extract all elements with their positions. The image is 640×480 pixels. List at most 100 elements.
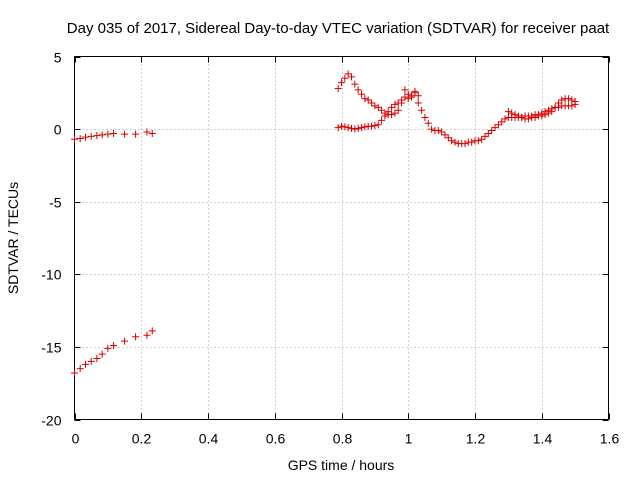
data-point (378, 106, 386, 114)
data-point (110, 341, 118, 349)
series-satellite-d (334, 87, 579, 133)
data-point (414, 99, 422, 107)
data-point (398, 96, 406, 104)
data-point (121, 337, 129, 345)
x-tick-label: 1.2 (466, 431, 486, 447)
data-point (498, 118, 506, 126)
data-point (71, 135, 78, 143)
y-tick-label: -20 (41, 413, 61, 429)
data-point (104, 344, 112, 352)
x-axis-label: GPS time / hours (288, 457, 395, 473)
data-point (93, 355, 101, 363)
chart-title: Day 035 of 2017, Sidereal Day-to-day VTE… (67, 20, 610, 37)
x-tick-label: 0.2 (132, 431, 152, 447)
data-point (368, 122, 376, 130)
data-point (401, 93, 409, 101)
data-points (71, 70, 579, 377)
data-point (110, 129, 118, 137)
data-point (351, 80, 359, 88)
data-point (334, 124, 342, 132)
data-point (388, 103, 396, 111)
data-point (558, 96, 566, 104)
data-point (568, 96, 576, 104)
x-tick-label: 1.6 (600, 431, 620, 447)
x-tick-label: 1.4 (533, 431, 553, 447)
axis-ticks (74, 56, 610, 421)
data-point (448, 137, 456, 145)
data-point (514, 112, 522, 120)
data-point (358, 90, 366, 98)
grid (74, 56, 609, 420)
data-point (148, 129, 156, 137)
data-point (71, 369, 78, 377)
data-point (438, 128, 446, 136)
data-point (334, 84, 342, 92)
data-point (441, 131, 449, 139)
data-point (508, 109, 516, 117)
x-tick-label: 0 (72, 431, 80, 447)
data-point (76, 135, 84, 143)
data-point (394, 106, 402, 114)
data-point (148, 327, 156, 335)
data-point (82, 360, 90, 368)
data-point (524, 115, 532, 123)
data-point (401, 86, 409, 94)
data-point (143, 331, 151, 339)
data-point (87, 132, 95, 140)
data-point (132, 333, 140, 341)
x-tick-label: 0.4 (199, 431, 219, 447)
data-point (394, 99, 402, 107)
data-point (388, 111, 396, 119)
data-point (338, 122, 345, 130)
data-point (354, 86, 362, 94)
data-point (518, 113, 526, 121)
data-point (571, 98, 579, 106)
data-point (358, 124, 366, 132)
data-point (428, 125, 436, 133)
data-point (344, 124, 352, 132)
y-tick-label: -10 (41, 267, 61, 283)
data-point (121, 130, 129, 138)
data-point (474, 137, 482, 145)
series-satellite-a (71, 128, 156, 143)
y-tick-label: -15 (41, 340, 61, 356)
data-point (551, 103, 559, 111)
data-point (451, 138, 459, 146)
data-point (104, 130, 112, 138)
data-point (481, 132, 489, 140)
data-point (371, 102, 379, 110)
data-point (541, 111, 549, 119)
data-point (341, 74, 349, 82)
data-point (374, 121, 382, 129)
series-satellite-b (71, 327, 156, 377)
data-point (361, 95, 369, 103)
data-point (351, 125, 359, 133)
data-point (414, 92, 422, 100)
data-point (143, 128, 151, 136)
data-point (501, 115, 509, 123)
data-point (404, 95, 412, 103)
data-point (491, 124, 499, 132)
data-point (424, 119, 432, 127)
plot-frame (74, 56, 609, 420)
data-point (132, 130, 140, 138)
x-tick-labels: 0 0.2 0.4 0.6 0.8 1 1.2 1.4 1.6 (72, 431, 620, 447)
data-point (93, 132, 101, 140)
data-point (374, 103, 382, 111)
y-tick-label: 0 (54, 122, 62, 138)
data-point (484, 129, 492, 137)
x-tick-label: 0.8 (333, 431, 353, 447)
data-point (348, 124, 356, 132)
x-tick-label: 0.6 (266, 431, 286, 447)
data-point (554, 99, 562, 107)
y-tick-label: 5 (54, 50, 62, 66)
data-point (434, 127, 442, 135)
data-point (82, 133, 90, 141)
data-point (411, 87, 419, 95)
data-point (76, 365, 84, 373)
data-point (418, 106, 426, 114)
data-point (364, 96, 372, 104)
data-point (368, 99, 376, 107)
data-point (338, 79, 345, 87)
